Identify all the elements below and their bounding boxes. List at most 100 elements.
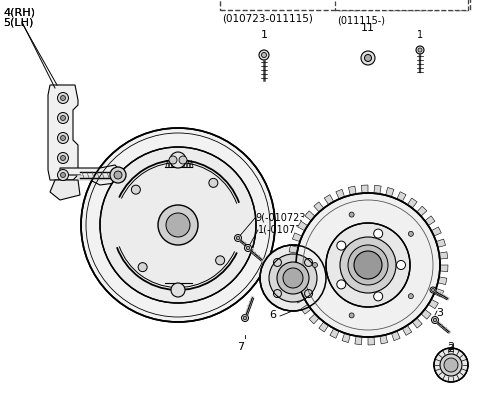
Polygon shape <box>361 185 368 193</box>
Circle shape <box>58 132 69 143</box>
Text: 3: 3 <box>436 308 443 318</box>
Circle shape <box>58 113 69 123</box>
Polygon shape <box>290 283 300 291</box>
Polygon shape <box>309 314 319 324</box>
Circle shape <box>241 314 249 321</box>
Text: 7: 7 <box>238 342 245 352</box>
Circle shape <box>432 316 439 323</box>
Polygon shape <box>439 252 448 259</box>
Circle shape <box>440 354 462 376</box>
Circle shape <box>348 245 388 285</box>
Circle shape <box>337 280 346 289</box>
Polygon shape <box>298 221 308 231</box>
Polygon shape <box>319 322 329 332</box>
Circle shape <box>296 193 440 337</box>
Circle shape <box>60 155 65 161</box>
Polygon shape <box>295 294 305 303</box>
Polygon shape <box>421 309 431 319</box>
Polygon shape <box>60 165 120 185</box>
Circle shape <box>434 348 468 382</box>
Circle shape <box>364 55 372 62</box>
Circle shape <box>430 287 436 293</box>
Polygon shape <box>440 265 448 272</box>
Text: (011115-): (011115-) <box>337 16 385 26</box>
Polygon shape <box>380 335 388 344</box>
Circle shape <box>235 235 241 242</box>
Circle shape <box>60 115 65 120</box>
Circle shape <box>374 229 383 238</box>
Circle shape <box>432 289 434 291</box>
Polygon shape <box>368 337 374 345</box>
Circle shape <box>340 237 396 293</box>
Polygon shape <box>289 245 298 253</box>
Circle shape <box>60 173 65 178</box>
Text: 10: 10 <box>371 200 386 213</box>
Text: 6: 6 <box>269 310 276 320</box>
Polygon shape <box>438 277 447 285</box>
Circle shape <box>354 251 382 279</box>
Polygon shape <box>374 185 381 194</box>
Polygon shape <box>428 299 438 309</box>
Circle shape <box>216 256 225 265</box>
Text: 9(-010723): 9(-010723) <box>255 213 309 223</box>
Circle shape <box>60 95 65 101</box>
Circle shape <box>288 185 448 345</box>
Circle shape <box>262 53 266 58</box>
Circle shape <box>433 318 437 322</box>
Polygon shape <box>408 198 417 208</box>
Circle shape <box>110 167 126 183</box>
Text: 5(LH): 5(LH) <box>3 18 34 28</box>
Polygon shape <box>336 189 345 199</box>
Polygon shape <box>425 216 435 226</box>
Polygon shape <box>417 206 427 216</box>
Polygon shape <box>330 328 339 338</box>
Polygon shape <box>305 211 315 221</box>
Circle shape <box>418 48 422 52</box>
Text: 8: 8 <box>438 278 445 288</box>
Text: 1: 1 <box>417 30 423 40</box>
FancyBboxPatch shape <box>220 0 470 10</box>
Circle shape <box>158 205 198 245</box>
Circle shape <box>244 245 252 252</box>
Polygon shape <box>436 239 445 247</box>
Polygon shape <box>355 336 362 345</box>
Circle shape <box>170 152 186 168</box>
Polygon shape <box>288 271 297 278</box>
Text: 2: 2 <box>447 342 455 352</box>
Circle shape <box>58 92 69 104</box>
Circle shape <box>374 292 383 301</box>
Text: 4(RH): 4(RH) <box>3 8 35 18</box>
Circle shape <box>114 171 122 179</box>
Circle shape <box>209 178 218 187</box>
Polygon shape <box>412 318 422 328</box>
Circle shape <box>138 263 147 272</box>
Circle shape <box>326 223 410 307</box>
Text: 1: 1 <box>261 30 267 40</box>
Polygon shape <box>301 305 311 314</box>
Polygon shape <box>292 233 302 242</box>
Circle shape <box>396 261 406 270</box>
Circle shape <box>337 241 346 250</box>
Circle shape <box>60 136 65 141</box>
Circle shape <box>58 152 69 164</box>
Text: 11: 11 <box>361 23 375 33</box>
Circle shape <box>260 245 326 311</box>
Circle shape <box>416 46 424 54</box>
Polygon shape <box>324 195 334 205</box>
Polygon shape <box>397 192 406 202</box>
Polygon shape <box>434 289 444 297</box>
Polygon shape <box>314 202 324 212</box>
Polygon shape <box>288 259 296 265</box>
Circle shape <box>246 246 250 250</box>
Circle shape <box>132 185 140 194</box>
Text: 4(RH): 4(RH) <box>3 8 35 18</box>
Text: (010723-011115): (010723-011115) <box>222 14 313 24</box>
Circle shape <box>444 358 458 372</box>
Circle shape <box>312 263 317 268</box>
Polygon shape <box>342 333 350 342</box>
Circle shape <box>277 262 309 294</box>
FancyBboxPatch shape <box>335 0 468 10</box>
Circle shape <box>58 169 69 180</box>
Circle shape <box>349 313 354 318</box>
Circle shape <box>236 236 240 240</box>
